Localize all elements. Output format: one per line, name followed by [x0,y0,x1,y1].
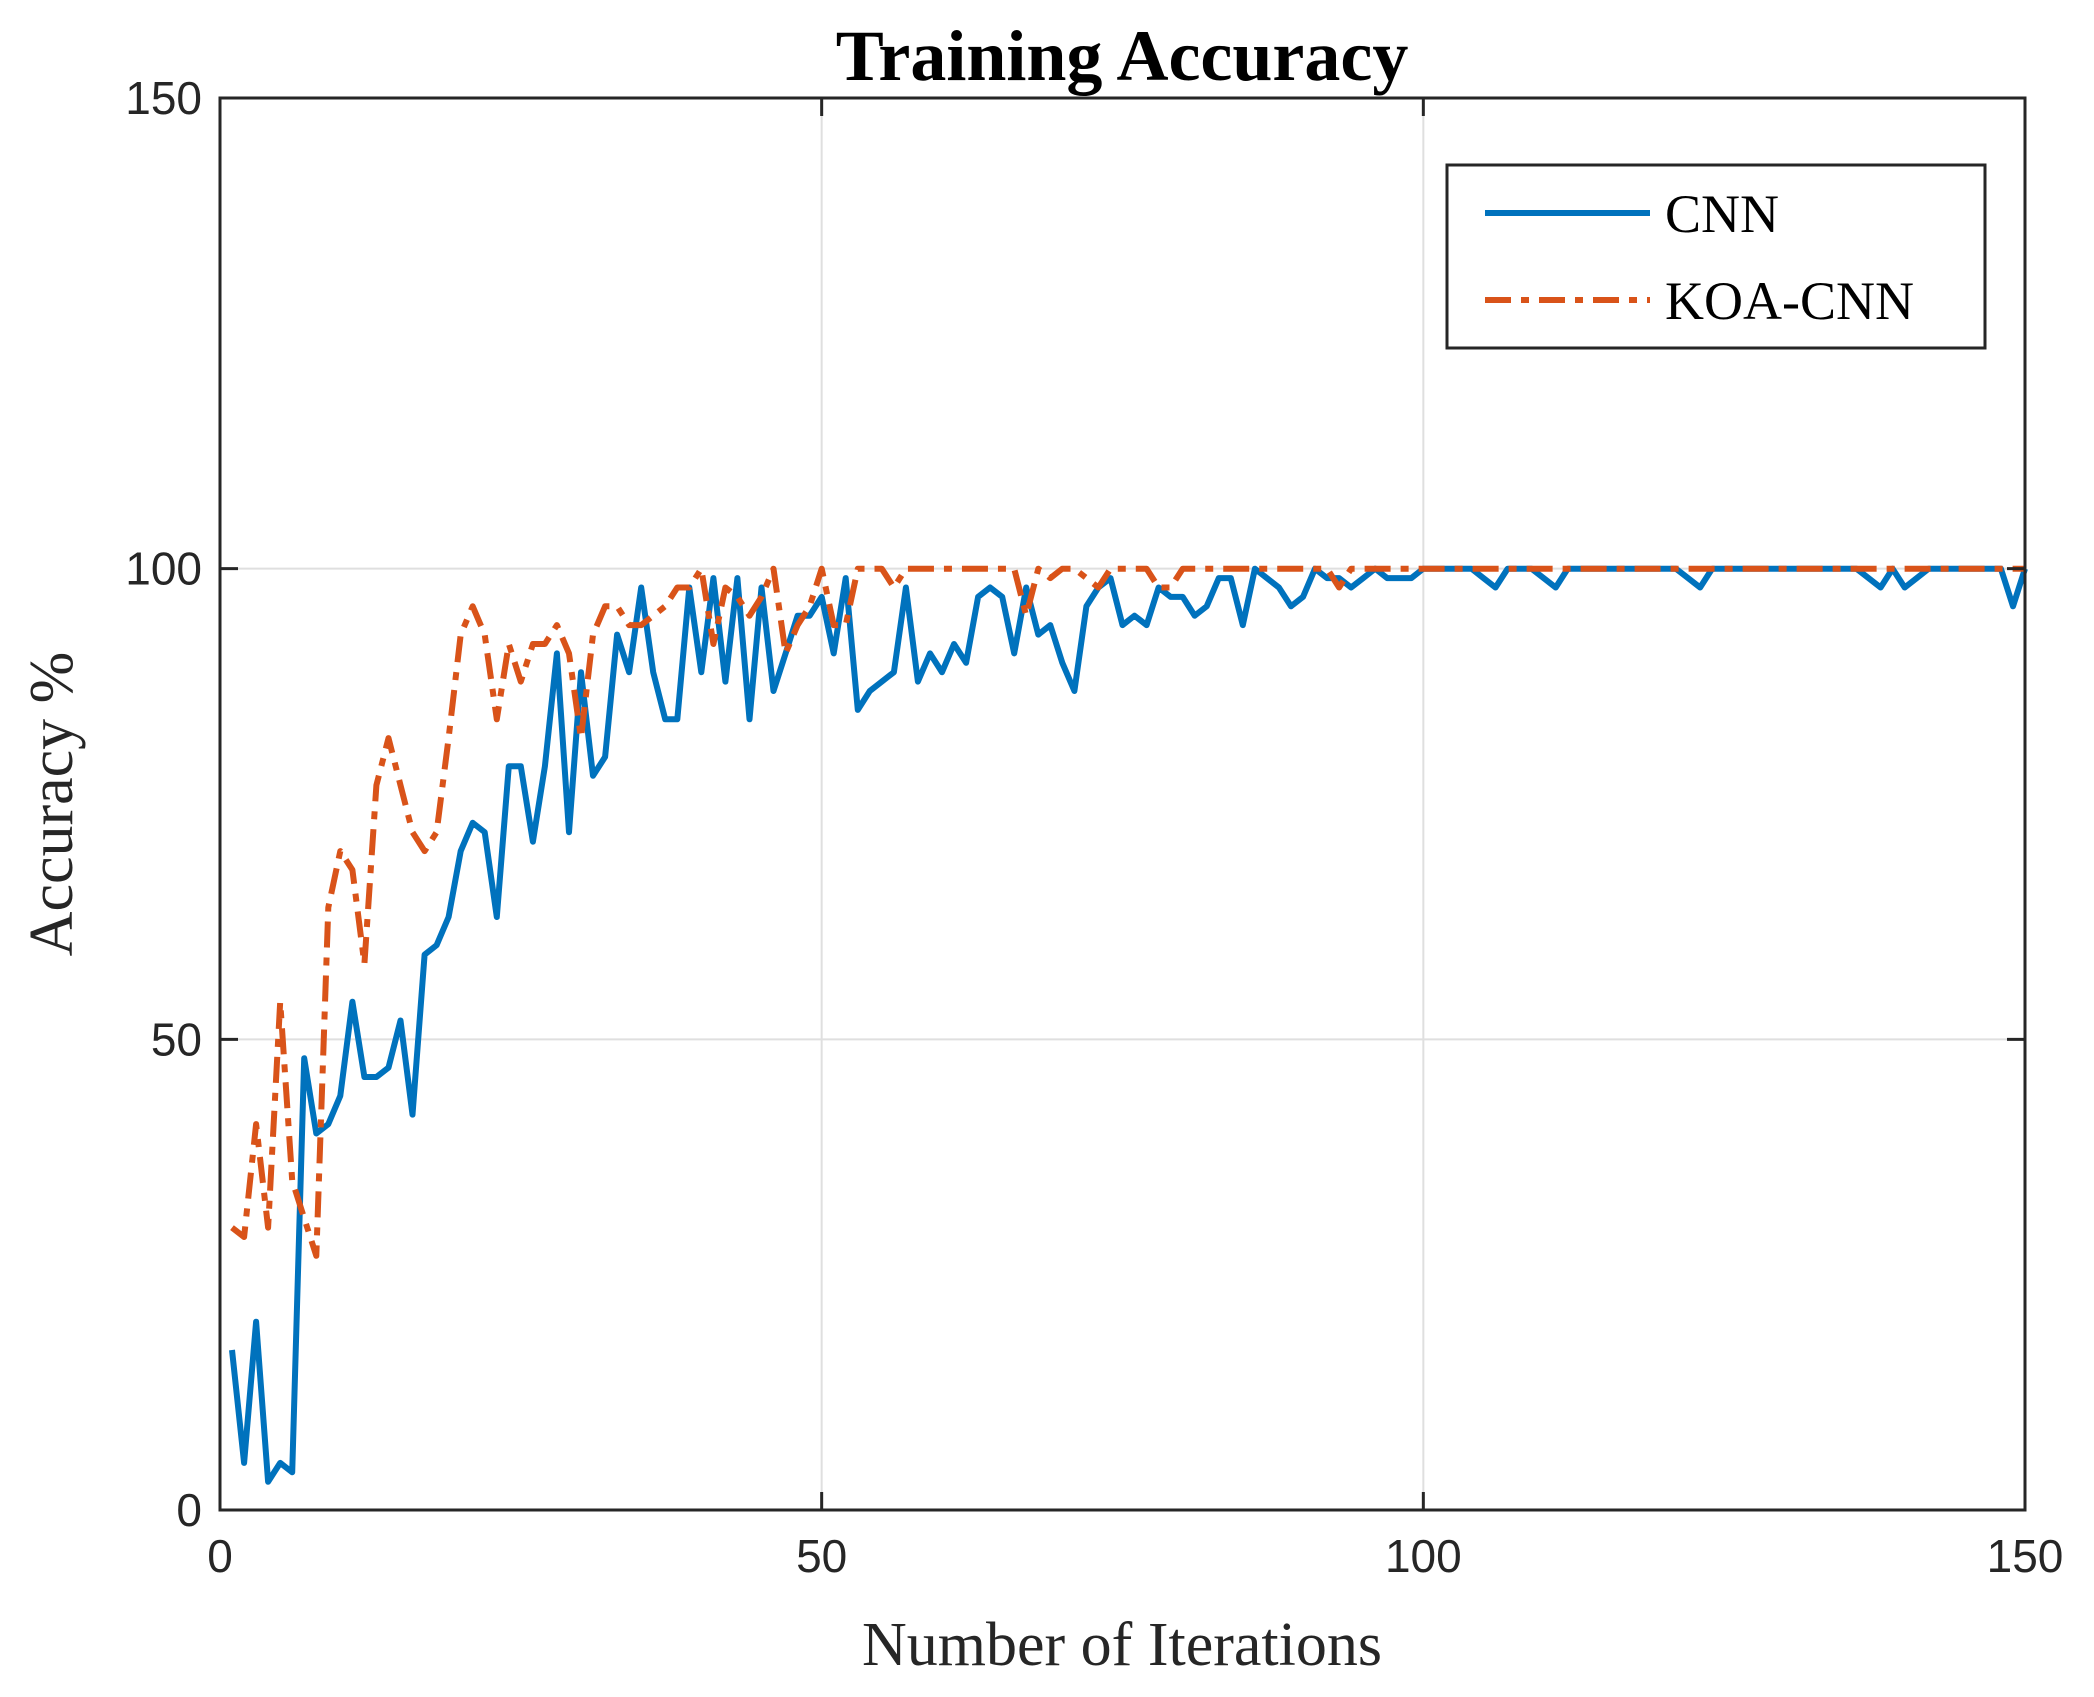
axis-ticks [218,96,2027,1512]
y-tick-label: 0 [176,1484,202,1536]
y-tick-label: 100 [125,543,202,595]
legend-label-cnn: CNN [1665,184,1779,244]
y-tick-label: 150 [125,72,202,124]
legend-label-koa-cnn: KOA-CNN [1665,271,1914,331]
x-tick-label: 100 [1385,1530,1462,1582]
chart-title: Training Accuracy [836,16,1409,96]
x-axis-label: Number of Iterations [862,1611,1382,1679]
series-layer [229,565,2028,1485]
x-tick-labels: 0 50 100 150 [207,1530,2063,1582]
plot-frame [218,96,2027,1512]
y-tick-labels: 0 50 100 150 [125,72,202,1536]
y-axis-label: Accuracy % [18,652,86,957]
x-tick-label: 0 [207,1530,233,1582]
legend: CNN KOA-CNN [1445,163,1987,350]
x-tick-label: 50 [796,1530,847,1582]
series-line-koa-cnn [230,565,2025,1259]
legend-box [1445,163,1987,350]
x-tick-label: 150 [1987,1530,2064,1582]
y-tick-label: 50 [151,1013,202,1065]
